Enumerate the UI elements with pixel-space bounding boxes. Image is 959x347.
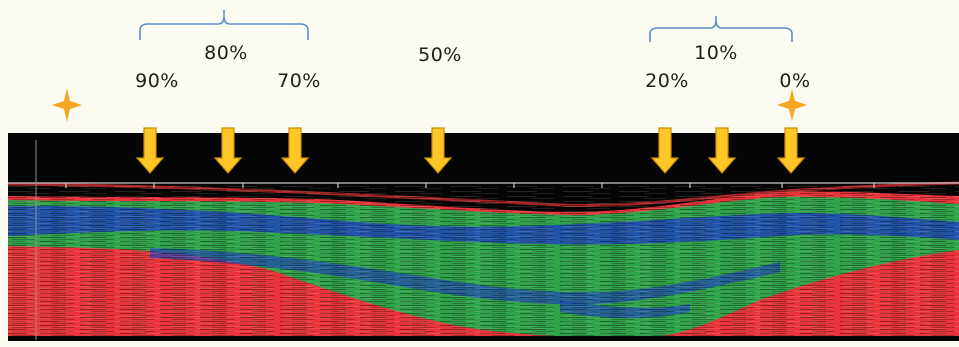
- down-arrow-icon: [650, 127, 680, 174]
- label-90-percent: 90%: [135, 70, 179, 92]
- label-10-percent: 10%: [694, 42, 738, 64]
- down-arrow-icon: [135, 127, 165, 174]
- sparkle-star-icon: [777, 89, 807, 121]
- sparkle-star-icon: [52, 88, 82, 122]
- down-arrow-icon: [707, 127, 737, 174]
- curly-bracket-icon: [649, 16, 793, 42]
- label-80-percent: 80%: [204, 42, 248, 64]
- down-arrow-icon: [776, 127, 806, 174]
- down-arrow-icon: [423, 127, 453, 174]
- label-70-percent: 70%: [277, 70, 321, 92]
- down-arrow-icon: [213, 127, 243, 174]
- label-20-percent: 20%: [645, 70, 689, 92]
- curly-bracket-icon: [139, 10, 309, 40]
- reference-ticks: [65, 183, 875, 188]
- label-50-percent: 50%: [418, 44, 462, 66]
- down-arrow-icon: [280, 127, 310, 174]
- down-arrows: [135, 127, 806, 174]
- label-0-percent: 0%: [779, 70, 811, 92]
